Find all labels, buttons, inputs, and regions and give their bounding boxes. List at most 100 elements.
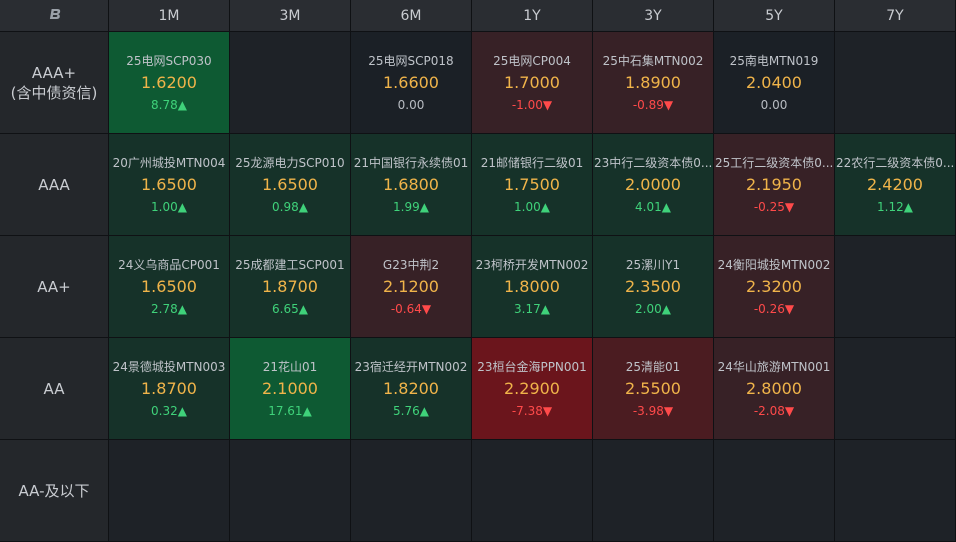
bond-change: 5.76▲ [393,402,429,420]
bond-rate: 2.3500 [625,276,681,296]
bond-name: 23中行二级资本债0... [594,155,712,170]
change-value: 3.17 [514,301,541,316]
bond-cell[interactable]: 20广州城投MTN004 1.6500 1.00▲ [109,134,229,235]
change-value: 17.61 [268,403,303,418]
bond-name: 25成都建工SCP001 [235,257,345,272]
bond-name: 21中国银行永续债01 [353,155,469,170]
bond-cell[interactable]: 21花山01 2.1000 17.61▲ [230,338,350,439]
arrow-down-icon: ▼ [542,97,553,112]
empty-cell [714,440,834,541]
bond-change: -0.26▼ [754,300,794,318]
bond-rate: 1.8200 [383,378,439,398]
bond-change: 8.78▲ [151,96,187,114]
change-value: 1.12 [877,199,904,214]
empty-cell [593,440,713,541]
logo-icon [47,6,61,25]
bond-rate: 2.0400 [746,72,802,92]
bond-name: 25电网SCP030 [126,53,212,68]
bond-cell[interactable]: 25中石集MTN002 1.8900 -0.89▼ [593,32,713,133]
bond-cell[interactable]: 25成都建工SCP001 1.8700 6.65▲ [230,236,350,337]
corner-cell [0,0,108,31]
row-label-line: (含中债资信) [10,83,98,102]
bond-cell[interactable]: 25工行二级资本债0... 2.1950 -0.25▼ [714,134,834,235]
bond-cell[interactable]: 25清能01 2.5500 -3.98▼ [593,338,713,439]
bond-cell[interactable]: G23中荆2 2.1200 -0.64▼ [351,236,471,337]
arrow-up-icon: ▲ [298,199,308,214]
bond-cell[interactable]: 25南电MTN019 2.0400 0.00 [714,32,834,133]
bond-change: 1.00▲ [151,198,187,216]
empty-cell [835,32,955,133]
bond-rate: 1.6500 [262,174,318,194]
bond-name: 24景德城投MTN003 [112,359,226,374]
arrow-up-icon: ▲ [298,301,308,316]
empty-cell [472,440,592,541]
change-value: 8.78 [151,97,178,112]
column-header-3y[interactable]: 3Y [593,0,713,31]
bond-cell[interactable]: 25电网SCP030 1.6200 8.78▲ [109,32,229,133]
arrow-up-icon: ▲ [419,199,429,214]
bond-rate: 1.8700 [141,378,197,398]
empty-cell [835,440,955,541]
bond-cell[interactable]: 25龙源电力SCP010 1.6500 0.98▲ [230,134,350,235]
bond-rate: 2.3200 [746,276,802,296]
bond-name: 25南电MTN019 [729,53,819,68]
change-value: 5.76 [393,403,420,418]
bond-change: -0.64▼ [391,300,431,318]
column-header-5y[interactable]: 5Y [714,0,834,31]
arrow-down-icon: ▼ [784,301,795,316]
bond-rate: 2.1200 [383,276,439,296]
bond-cell[interactable]: 25电网SCP018 1.6600 0.00 [351,32,471,133]
bond-cell[interactable]: 23柯桥开发MTN002 1.8000 3.17▲ [472,236,592,337]
bond-rate: 1.6500 [141,276,197,296]
bond-cell[interactable]: 24华山旅游MTN001 2.8000 -2.08▼ [714,338,834,439]
bond-cell[interactable]: 21中国银行永续债01 1.6800 1.99▲ [351,134,471,235]
column-header-3m[interactable]: 3M [230,0,350,31]
bond-cell[interactable]: 24义乌商品CP001 1.6500 2.78▲ [109,236,229,337]
bond-rate: 1.6600 [383,72,439,92]
bond-name: 22农行二级资本债0... [836,155,954,170]
bond-rate: 1.6800 [383,174,439,194]
bond-cell[interactable]: 21邮储银行二级01 1.7500 1.00▲ [472,134,592,235]
bond-rate: 2.0000 [625,174,681,194]
bond-name: 25电网CP004 [493,53,571,68]
arrow-up-icon: ▲ [177,199,187,214]
column-header-1m[interactable]: 1M [109,0,229,31]
bond-change: 1.99▲ [393,198,429,216]
bond-cell[interactable]: 23宿迁经开MTN002 1.8200 5.76▲ [351,338,471,439]
bond-name: 23桓台金海PPN001 [477,359,587,374]
bond-cell[interactable]: 24景德城投MTN003 1.8700 0.32▲ [109,338,229,439]
bond-name: 20广州城投MTN004 [112,155,226,170]
bond-cell[interactable]: 23桓台金海PPN001 2.2900 -7.38▼ [472,338,592,439]
bond-name: 24义乌商品CP001 [118,257,220,272]
row-label-line: AAA [38,175,70,194]
bond-cell[interactable]: 22农行二级资本债0... 2.4200 1.12▲ [835,134,955,235]
column-header-7y[interactable]: 7Y [835,0,955,31]
bond-rate: 2.1950 [746,174,802,194]
bond-name: G23中荆2 [382,257,440,272]
bond-name: 23宿迁经开MTN002 [354,359,468,374]
column-header-1y[interactable]: 1Y [472,0,592,31]
column-header-6m[interactable]: 6M [351,0,471,31]
bond-name: 24华山旅游MTN001 [717,359,831,374]
row-label-line: AA+ [37,277,71,296]
bond-change: 4.01▲ [635,198,671,216]
bond-change: -7.38▼ [512,402,552,420]
bond-name: 25电网SCP018 [368,53,454,68]
bond-cell[interactable]: 24衡阳城投MTN002 2.3200 -0.26▼ [714,236,834,337]
arrow-up-icon: ▲ [177,97,187,112]
bond-change: -0.89▼ [633,96,673,114]
change-value: 0.98 [272,199,299,214]
change-value: -2.08 [753,403,785,418]
arrow-up-icon: ▲ [661,301,671,316]
bond-cell[interactable]: 25漯川Y1 2.3500 2.00▲ [593,236,713,337]
bond-change: 17.61▲ [268,402,312,420]
change-value: 1.00 [151,199,178,214]
empty-cell [835,338,955,439]
change-value: 2.78 [151,301,178,316]
bond-cell[interactable]: 23中行二级资本债0... 2.0000 4.01▲ [593,134,713,235]
bond-change: 6.65▲ [272,300,308,318]
bond-name: 21邮储银行二级01 [480,155,584,170]
bond-change: 0.98▲ [272,198,308,216]
bond-cell[interactable]: 25电网CP004 1.7000 -1.00▼ [472,32,592,133]
change-value: 1.00 [514,199,541,214]
